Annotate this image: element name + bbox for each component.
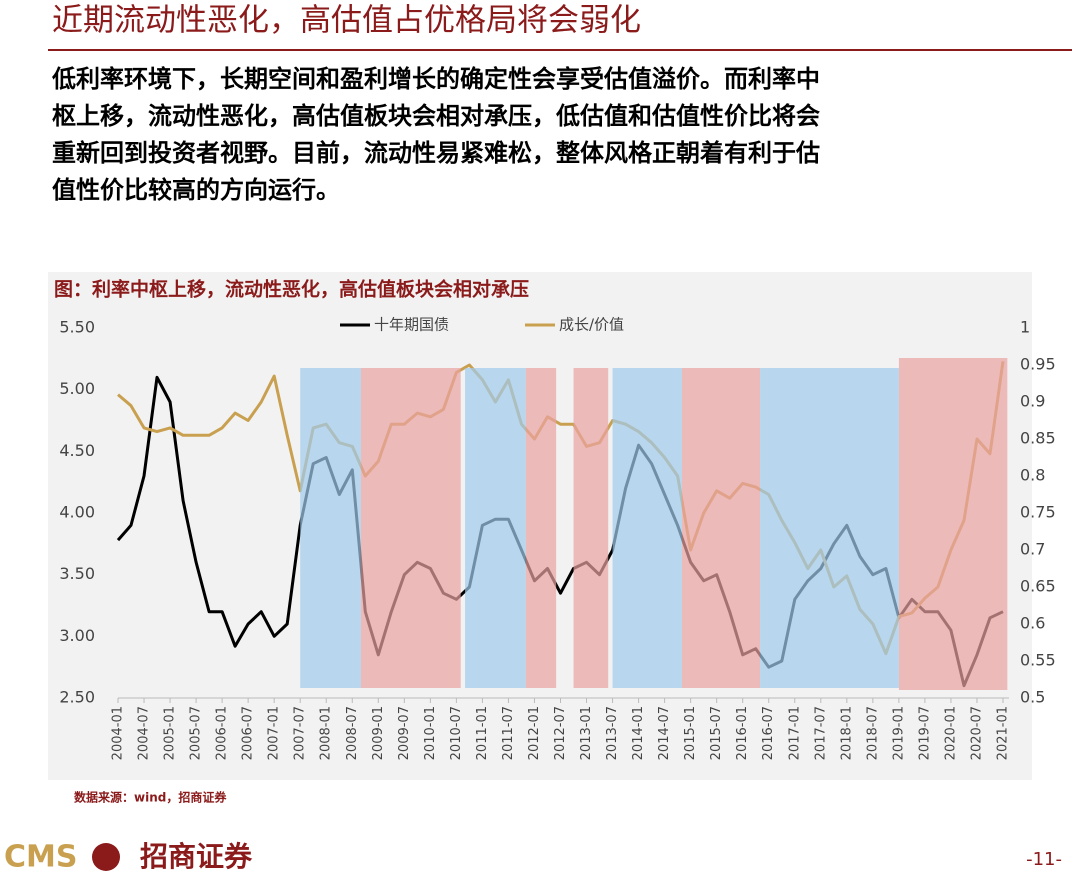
x-tick-label: 2018-07 xyxy=(865,706,880,760)
source: 数据来源：wind，招商证券 xyxy=(74,790,227,805)
period-band xyxy=(525,368,557,688)
x-tick-label: 2020-01 xyxy=(943,706,958,760)
y2-tick-label: 0.85 xyxy=(1020,429,1056,448)
y2-tick-label: 1 xyxy=(1020,318,1030,337)
x-tick-label: 2021-01 xyxy=(996,706,1011,760)
y-tick-label: 5.50 xyxy=(59,318,95,337)
company-name: 招商证券 xyxy=(140,840,253,873)
y2-tick-label: 0.65 xyxy=(1020,577,1056,596)
period-band xyxy=(612,368,682,688)
period-band xyxy=(681,368,761,688)
y-tick-label: 3.50 xyxy=(59,564,95,583)
y2-tick-label: 0.7 xyxy=(1020,540,1045,559)
y-tick-label: 4.00 xyxy=(59,503,95,522)
body-line: 值性价比较高的方向运行。 xyxy=(52,176,340,204)
x-tick-label: 2004-07 xyxy=(137,706,152,760)
x-tick-label: 2015-07 xyxy=(709,706,724,760)
chart-title: 图：利率中枢上移，流动性恶化，高估值板块会相对承压 xyxy=(54,278,529,301)
page-number: -11- xyxy=(1026,849,1062,870)
x-tick-label: 2007-01 xyxy=(267,706,282,760)
body-line: 重新回到投资者视野。目前，流动性易紧难松，整体风格正朝着有利于估 xyxy=(52,139,820,167)
y2-tick-label: 0.5 xyxy=(1020,688,1045,707)
y-tick-label: 5.00 xyxy=(59,379,95,398)
slide-title: 近期流动性恶化，高估值占优格局将会弱化 xyxy=(52,3,641,39)
x-tick-label: 2016-07 xyxy=(761,706,776,760)
x-tick-label: 2010-07 xyxy=(449,706,464,760)
y2-tick-label: 0.95 xyxy=(1020,355,1056,374)
x-tick-label: 2011-01 xyxy=(475,706,490,760)
period-band xyxy=(760,368,899,688)
x-tick-label: 2014-01 xyxy=(631,706,646,760)
x-tick-label: 2005-07 xyxy=(189,706,204,760)
x-tick-label: 2004-01 xyxy=(111,706,126,760)
x-tick-label: 2012-07 xyxy=(553,706,568,760)
x-tick-label: 2019-01 xyxy=(891,706,906,760)
y2-tick-label: 0.55 xyxy=(1020,651,1056,670)
x-tick-label: 2017-01 xyxy=(787,706,802,760)
x-tick-label: 2013-01 xyxy=(579,706,594,760)
x-tick-label: 2012-01 xyxy=(527,706,542,760)
y2-tick-label: 0.6 xyxy=(1020,614,1045,633)
x-tick-label: 2020-07 xyxy=(969,706,984,760)
legend-label: 成长/价值 xyxy=(559,316,624,334)
x-tick-label: 2011-07 xyxy=(501,706,516,760)
y-tick-label: 3.00 xyxy=(59,626,95,645)
x-tick-label: 2014-07 xyxy=(657,706,672,760)
x-tick-label: 2015-01 xyxy=(683,706,698,760)
y-tick-label: 2.50 xyxy=(59,688,95,707)
y-tick-label: 4.50 xyxy=(59,441,95,460)
period-band xyxy=(360,368,461,688)
x-tick-label: 2010-01 xyxy=(423,706,438,760)
y2-tick-label: 0.75 xyxy=(1020,503,1056,522)
x-tick-label: 2006-01 xyxy=(215,706,230,760)
x-tick-label: 2006-07 xyxy=(241,706,256,760)
x-tick-label: 2009-07 xyxy=(397,706,412,760)
x-tick-label: 2019-07 xyxy=(917,706,932,760)
x-tick-label: 2016-01 xyxy=(735,706,750,760)
x-tick-label: 2007-07 xyxy=(293,706,308,760)
x-tick-label: 2008-01 xyxy=(319,706,334,760)
logo-icon xyxy=(92,843,120,871)
x-tick-label: 2009-01 xyxy=(371,706,386,760)
body-line: 枢上移，流动性恶化，高估值板块会相对承压，低估值和估值性价比将会 xyxy=(52,102,820,130)
y2-tick-label: 0.8 xyxy=(1020,466,1045,485)
x-tick-label: 2008-07 xyxy=(345,706,360,760)
x-tick-label: 2018-01 xyxy=(839,706,854,760)
x-tick-label: 2005-01 xyxy=(163,706,178,760)
body-text: 低利率环境下，长期空间和盈利增长的确定性会享受估值溢价。而利率中枢上移，流动性恶… xyxy=(51,65,820,204)
logo: CMS xyxy=(4,840,77,875)
legend-label: 十年期国债 xyxy=(374,316,449,334)
period-band xyxy=(465,368,526,688)
body-line: 低利率环境下，长期空间和盈利增长的确定性会享受估值溢价。而利率中 xyxy=(51,65,820,93)
period-band xyxy=(300,368,361,688)
period-band xyxy=(573,368,609,688)
period-band xyxy=(898,358,1008,690)
plot: 2.50 3.00 3.50 4.00 4.50 5.00 5.50 0.5 0.55 0.6 0.… xyxy=(59,316,1055,761)
y2-tick-label: 0.9 xyxy=(1020,392,1045,411)
x-tick-label: 2013-07 xyxy=(605,706,620,760)
x-tick-label: 2017-07 xyxy=(813,706,828,760)
